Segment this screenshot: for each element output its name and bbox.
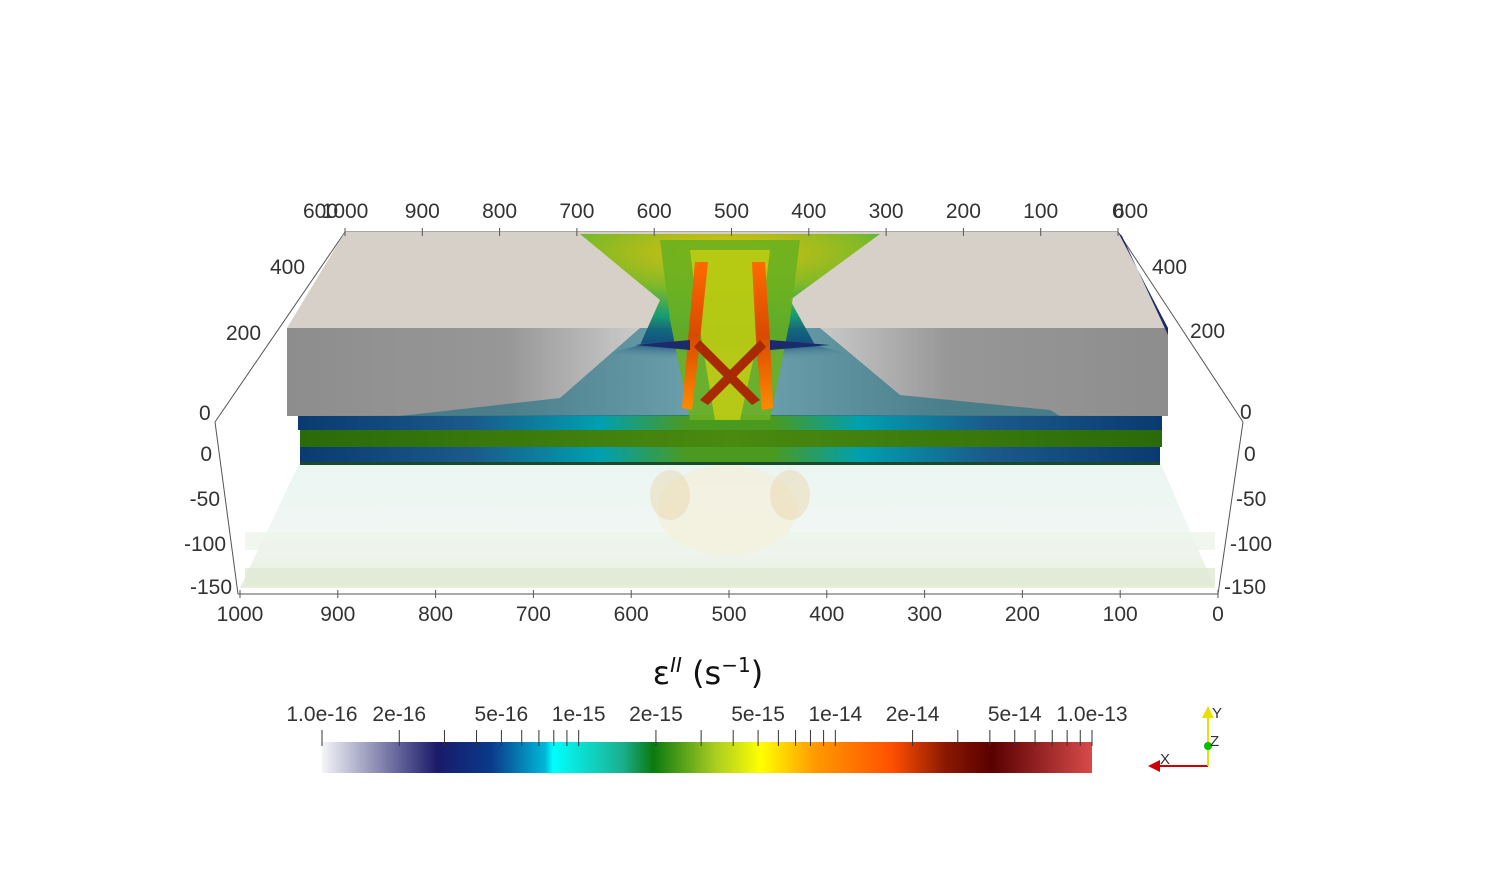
bottom-x-tick-label: 300: [907, 603, 942, 626]
orientation-axes: X Y Z: [1148, 705, 1222, 772]
bottom-x-tick-label: 200: [1005, 603, 1040, 626]
top-x-tick-label: 900: [405, 200, 440, 223]
z-right-tick-label: 400: [1152, 256, 1187, 279]
y-arrow-head: [1202, 706, 1214, 718]
colorbar-tick-label: 1e-14: [808, 703, 862, 726]
top-x-tick-label: 700: [559, 200, 594, 223]
colorbar-tick-label: 1e-15: [552, 703, 606, 726]
y-axis-left: 0 -50 -100 -150: [184, 443, 232, 599]
z-axis-left: 400 200 0: [199, 256, 305, 425]
top-corner-right-label: 600: [1113, 200, 1148, 223]
top-x-tick-label: 300: [869, 200, 904, 223]
top-x-tick-label: 800: [482, 200, 517, 223]
z-axis-right: 400 200 0: [1152, 256, 1252, 424]
top-corner-left-label: 600: [303, 200, 338, 223]
lithosphere-layers: [298, 415, 1162, 465]
bottom-x-tick-label: 0: [1212, 603, 1224, 626]
bottom-x-tick-label: 800: [418, 603, 453, 626]
colorbar-tick-label: 5e-14: [988, 703, 1042, 726]
crust-block: [287, 232, 1168, 420]
y-left-tick-label: -100: [184, 533, 226, 556]
bottom-x-tick-label: 400: [809, 603, 844, 626]
y-right-tick-label: -150: [1224, 576, 1266, 599]
colorbar-ticks: [321, 730, 1093, 746]
z-left-tick-label: 400: [270, 256, 305, 279]
z-left-tick-label: 0: [199, 402, 211, 425]
colorbar-tick-label: 2e-15: [629, 703, 683, 726]
colorbar: 1.0e-16 2e-16 5e-16 1e-15 2e-15 5e-15 1e-14 2e-…: [286, 703, 1128, 773]
z-right-tick-label: 0: [1240, 401, 1252, 424]
top-x-tick-label: 600: [637, 200, 672, 223]
bottom-x-tick-label: 700: [516, 603, 551, 626]
y-right-tick-label: -100: [1230, 533, 1272, 556]
y-axis-label: Y: [1212, 705, 1222, 722]
colorbar-tick-label: 2e-14: [886, 703, 940, 726]
mantle-volume: [240, 462, 1215, 588]
colorbar-title: εII (s−1): [653, 653, 763, 692]
y-right-tick-label: -50: [1236, 488, 1266, 511]
bottom-x-axis: 1000 900 800 700 600 500 400 300 200 100 0: [217, 590, 1224, 626]
top-x-axis: 1000 900 800 700 600 500 400 300 200 100 0: [322, 200, 1124, 236]
y-axis-right: 0 -50 -100 -150: [1224, 443, 1272, 599]
top-x-tick-label: 200: [946, 200, 981, 223]
y-left-tick-label: -50: [190, 488, 220, 511]
top-x-tick-label: 100: [1023, 200, 1058, 223]
top-x-tick-label: 1000: [322, 200, 369, 223]
z-axis-label: Z: [1210, 733, 1219, 750]
x-arrow-head: [1148, 760, 1160, 772]
colorbar-labels: 1.0e-16 2e-16 5e-16 1e-15 2e-15 5e-15 1e-14 2e-…: [286, 703, 1127, 726]
z-right-tick-label: 200: [1190, 320, 1225, 343]
bottom-x-tick-label: 1000: [217, 603, 264, 626]
y-left-tick-label: -150: [190, 576, 232, 599]
z-axis-dot: [1204, 742, 1212, 750]
z-left-tick-label: 200: [226, 322, 261, 345]
top-x-tick-label: 500: [714, 200, 749, 223]
bottom-x-tick-label: 100: [1103, 603, 1138, 626]
top-x-tick-label: 0: [1112, 200, 1124, 223]
colorbar-tick-label: 1.0e-13: [1056, 703, 1127, 726]
bottom-x-tick-label: 500: [711, 603, 746, 626]
top-x-tick-label: 400: [791, 200, 826, 223]
bottom-x-tick-label: 600: [614, 603, 649, 626]
colorbar-tick-label: 2e-16: [372, 703, 426, 726]
x-axis-label: X: [1160, 751, 1170, 768]
colorbar-tick-label: 5e-15: [731, 703, 785, 726]
colorbar-tick-label: 1.0e-16: [286, 703, 357, 726]
colorbar-tick-label: 5e-16: [475, 703, 529, 726]
bottom-x-tick-label: 900: [320, 603, 355, 626]
colorbar-gradient: [322, 742, 1092, 773]
y-left-tick-label: 0: [200, 443, 212, 466]
y-right-tick-label: 0: [1244, 443, 1256, 466]
